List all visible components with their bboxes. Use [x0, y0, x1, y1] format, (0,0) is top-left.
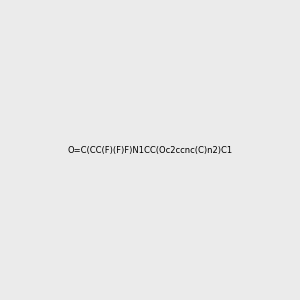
- Text: O=C(CC(F)(F)F)N1CC(Oc2ccnc(C)n2)C1: O=C(CC(F)(F)F)N1CC(Oc2ccnc(C)n2)C1: [68, 146, 232, 154]
